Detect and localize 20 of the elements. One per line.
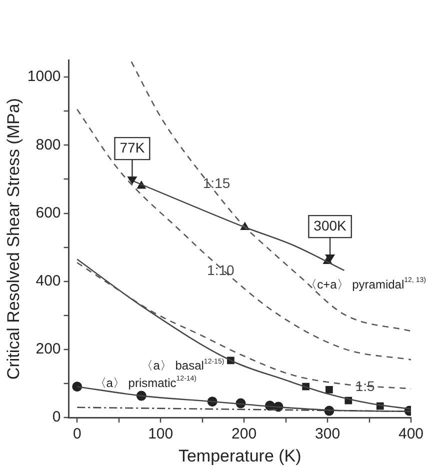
y-axis-title: Critical Resolved Shear Stress (MPa) (4, 98, 23, 380)
y-tick-label: 0 (52, 408, 61, 426)
x-axis-title: Temperature (K) (178, 446, 302, 466)
x-tick-label: 400 (398, 426, 424, 443)
annotation: 1:15 (202, 175, 230, 192)
y-tick-label: 200 (36, 340, 61, 358)
point (72, 382, 82, 392)
x-tick-label: 100 (148, 426, 174, 443)
annotation: 77K (120, 139, 146, 156)
y-tick-label: 400 (36, 272, 61, 290)
point (326, 386, 333, 394)
annotation: 300K (314, 217, 348, 234)
annotation: 1:5 (355, 378, 376, 394)
y-tick-label: 1000 (27, 68, 61, 86)
annotation: 1:10 (207, 262, 235, 278)
y-tick-label: 800 (36, 136, 61, 154)
y-tick-label: 600 (36, 204, 61, 222)
x-tick-label: 200 (232, 426, 257, 443)
x-tick-label: 0 (72, 426, 82, 443)
x-tick-label: 300 (315, 426, 340, 443)
